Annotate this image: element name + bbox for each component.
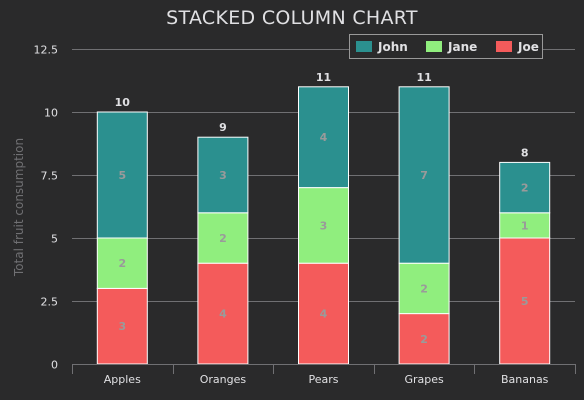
legend-swatch bbox=[426, 41, 442, 52]
bar-segment bbox=[298, 86, 349, 189]
bar-segment bbox=[197, 136, 249, 214]
data-label: 2 bbox=[219, 232, 227, 245]
data-label: 4 bbox=[320, 131, 328, 144]
stack-totals-layer: 10 9 11 11 8 bbox=[115, 71, 529, 160]
y-tick-label: 10 bbox=[44, 107, 58, 120]
data-label: 3 bbox=[219, 169, 227, 182]
bar-segment bbox=[499, 161, 551, 214]
y-tick-label: 7.5 bbox=[41, 170, 59, 183]
data-label: 1 bbox=[521, 219, 529, 232]
stack-total-label: 9 bbox=[219, 121, 227, 134]
data-label: 4 bbox=[320, 308, 328, 321]
data-label: 2 bbox=[420, 282, 428, 295]
legend-label: John bbox=[377, 40, 408, 54]
bar-segment bbox=[499, 237, 551, 365]
legend-label: Joe bbox=[517, 40, 539, 54]
data-labels-layer: 3 2 5 4 2 3 4 3 4 2 2 7 5 1 2 bbox=[118, 131, 528, 346]
y-tick-label: 5 bbox=[51, 233, 58, 246]
x-tick-label: Oranges bbox=[200, 373, 247, 386]
stack-total-label: 8 bbox=[521, 146, 529, 159]
legend-swatch bbox=[356, 41, 372, 52]
data-label: 5 bbox=[521, 295, 529, 308]
data-label: 2 bbox=[420, 333, 428, 346]
data-label: 2 bbox=[521, 182, 529, 195]
bars-layer bbox=[96, 86, 551, 365]
x-tick-label: Pears bbox=[308, 373, 338, 386]
data-label: 5 bbox=[118, 169, 126, 182]
legend-swatch bbox=[496, 41, 512, 52]
data-label: 7 bbox=[420, 169, 428, 182]
bar-segment bbox=[298, 262, 349, 365]
legend: John Jane Joe bbox=[349, 34, 543, 59]
bar-segment bbox=[96, 237, 148, 289]
bar-segment bbox=[96, 111, 148, 239]
bar-segment bbox=[398, 313, 450, 365]
bar-segment bbox=[398, 86, 450, 264]
data-label: 3 bbox=[320, 219, 328, 232]
x-tick-label: Bananas bbox=[501, 373, 549, 386]
chart-title: STACKED COLUMN CHART bbox=[166, 7, 418, 29]
x-tick-label: Apples bbox=[104, 373, 141, 386]
data-label: 4 bbox=[219, 308, 227, 321]
stack-total-label: 10 bbox=[115, 96, 131, 109]
y-tick-label: 0 bbox=[51, 359, 58, 372]
y-tick-label: 2.5 bbox=[41, 296, 59, 309]
data-label: 3 bbox=[118, 320, 126, 333]
bar-segment bbox=[96, 287, 148, 365]
y-axis-title: Total fruit consumption bbox=[12, 138, 26, 277]
legend-items: John Jane Joe bbox=[356, 40, 539, 54]
bar-segment bbox=[298, 187, 349, 264]
y-tick-label: 12.5 bbox=[34, 44, 59, 57]
legend-label: Jane bbox=[447, 40, 477, 54]
data-label: 2 bbox=[118, 257, 126, 270]
x-tick-label: Grapes bbox=[404, 373, 444, 386]
stack-total-label: 11 bbox=[316, 71, 331, 84]
bar-segment bbox=[499, 212, 551, 239]
x-axis: Apples Oranges Pears Grapes Bananas bbox=[72, 364, 576, 386]
stack-total-label: 11 bbox=[416, 71, 431, 84]
y-axis-ticks: 0 2.5 5 7.5 10 12.5 bbox=[34, 44, 59, 372]
